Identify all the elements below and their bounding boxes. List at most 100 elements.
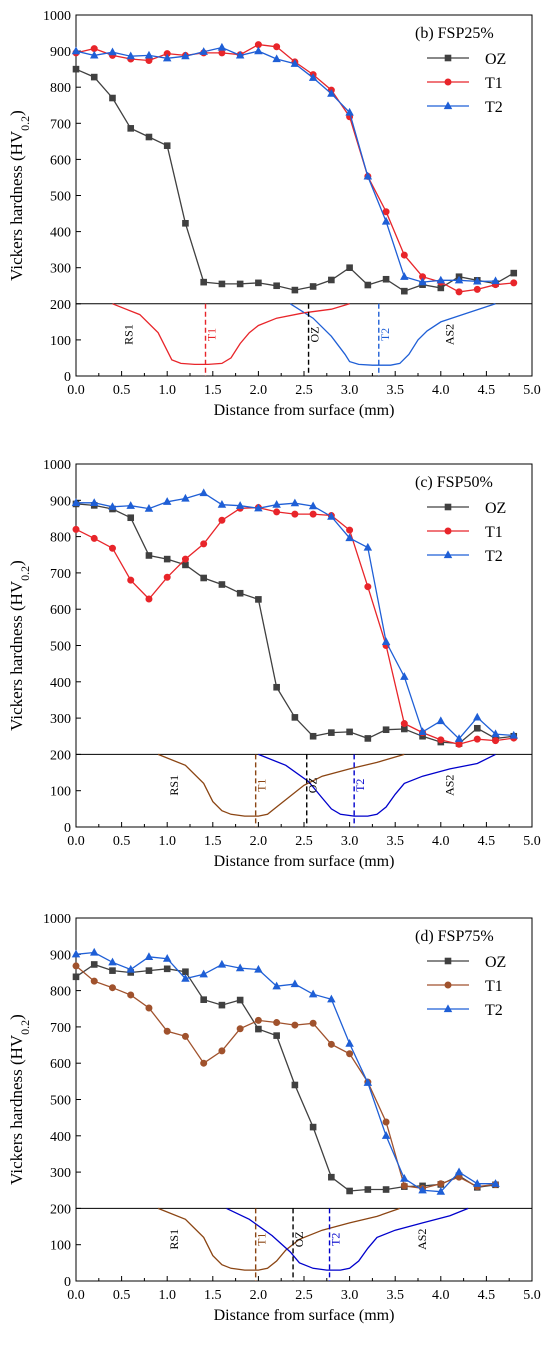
data-point-t2 [345, 533, 354, 542]
series-line-oz [75, 963, 496, 1192]
data-point-oz [90, 73, 98, 81]
data-point-oz [328, 276, 335, 284]
zone-marker-label: T2 [329, 1233, 343, 1246]
y-axis-label-close: ) [7, 110, 26, 116]
zone-marker-label: OZ [308, 326, 322, 342]
data-point-t1 [108, 544, 116, 552]
legend-label: T1 [485, 524, 503, 541]
panel-label: (d) FSP75% [415, 928, 494, 945]
data-point-t2 [509, 730, 519, 739]
data-point-oz [309, 1123, 317, 1131]
data-point-t1 [127, 991, 135, 999]
data-point-t2 [400, 672, 409, 680]
profile-curve [289, 303, 496, 366]
data-point-oz [72, 973, 80, 981]
legend-marker [443, 1004, 453, 1013]
x-tick-label: 2.5 [295, 383, 313, 398]
y-tick-label: 800 [50, 81, 71, 96]
data-point-t2 [235, 963, 245, 972]
x-tick-label: 4.5 [478, 834, 496, 849]
data-point-oz [291, 286, 299, 294]
data-point-oz [291, 714, 299, 721]
data-point-oz [364, 1186, 372, 1193]
zone-marker-label: T1 [205, 328, 219, 341]
data-point-t2 [327, 994, 336, 1003]
data-point-t2 [381, 216, 391, 225]
data-point-t2 [181, 51, 190, 60]
data-point-t2 [327, 511, 336, 520]
legend-marker [444, 981, 452, 989]
data-point-oz [255, 596, 262, 603]
data-point-oz [218, 280, 226, 288]
legend-label: T1 [485, 978, 503, 995]
y-axis-label-main: Vickers hardness (HV [7, 1034, 26, 1185]
x-tick-label: 2.0 [250, 383, 268, 398]
data-point-t2 [363, 1078, 373, 1086]
x-tick-label: 0.5 [113, 383, 131, 398]
zone-marker-label: T1 [255, 779, 269, 792]
data-point-t2 [436, 275, 446, 284]
data-point-oz [382, 275, 390, 283]
y-tick-label: 500 [50, 640, 71, 655]
data-point-t1 [273, 43, 281, 51]
data-point-t1 [346, 526, 354, 534]
x-tick-label: 1.0 [158, 834, 176, 849]
data-point-t2 [418, 727, 427, 735]
data-point-oz [510, 269, 518, 277]
y-tick-label: 400 [50, 1130, 71, 1145]
data-point-t2 [400, 272, 409, 280]
data-point-oz [273, 683, 280, 691]
data-point-t2 [89, 947, 99, 956]
series-line-t2 [75, 951, 496, 1193]
profile-curve [258, 753, 496, 817]
data-point-t1 [382, 208, 390, 216]
data-point-t1 [400, 720, 408, 728]
data-point-t2 [254, 46, 263, 55]
x-tick-label: 2.0 [250, 834, 268, 849]
data-point-t1 [364, 583, 372, 591]
data-point-t2 [126, 964, 135, 973]
profile-label: RS1 [121, 324, 135, 345]
y-axis-label: Vickers hardness (HV0.2) [7, 560, 32, 731]
data-point-oz [346, 264, 353, 271]
data-point-t1 [218, 1047, 226, 1055]
data-point-oz [200, 278, 207, 286]
profile-curve [157, 753, 405, 817]
data-point-oz [291, 1081, 299, 1089]
data-point-oz [182, 561, 189, 569]
x-tick-label: 0.5 [113, 1288, 131, 1303]
x-tick-label: 3.0 [341, 1288, 359, 1303]
data-point-oz [255, 279, 262, 287]
data-point-t2 [71, 498, 81, 506]
y-tick-label: 100 [50, 334, 71, 349]
legend-label: OZ [485, 51, 506, 68]
data-point-t1 [455, 740, 463, 748]
zone-marker-label: OZ [292, 1231, 306, 1247]
y-axis-label-main: Vickers hardness (HV [7, 580, 26, 731]
x-tick-label: 4.5 [478, 383, 496, 398]
x-axis-label: Distance from surface (mm) [214, 853, 395, 870]
data-point-oz [401, 287, 408, 295]
plot-frame [75, 917, 533, 1282]
data-point-t1 [254, 1016, 262, 1024]
data-point-t1 [400, 251, 408, 259]
panel-label: (c) FSP50% [415, 474, 493, 491]
x-tick-label: 2.5 [295, 1288, 313, 1303]
x-tick-label: 0.0 [67, 383, 85, 398]
data-point-t2 [345, 1038, 354, 1047]
data-point-oz [200, 996, 207, 1003]
y-tick-label: 800 [50, 531, 71, 546]
y-axis-label: Vickers hardness (HV0.2) [7, 1014, 32, 1185]
x-tick-label: 2.5 [295, 834, 313, 849]
data-point-t2 [327, 89, 336, 97]
profile-label: RS1 [167, 1229, 181, 1250]
data-point-oz [127, 125, 135, 132]
data-point-oz [163, 965, 171, 973]
data-point-t1 [455, 288, 463, 296]
data-point-t2 [381, 637, 391, 645]
data-point-t2 [181, 973, 190, 982]
data-point-t2 [235, 50, 245, 59]
data-point-t1 [145, 1004, 153, 1012]
data-point-t2 [199, 47, 208, 55]
y-tick-label: 700 [50, 1021, 71, 1036]
